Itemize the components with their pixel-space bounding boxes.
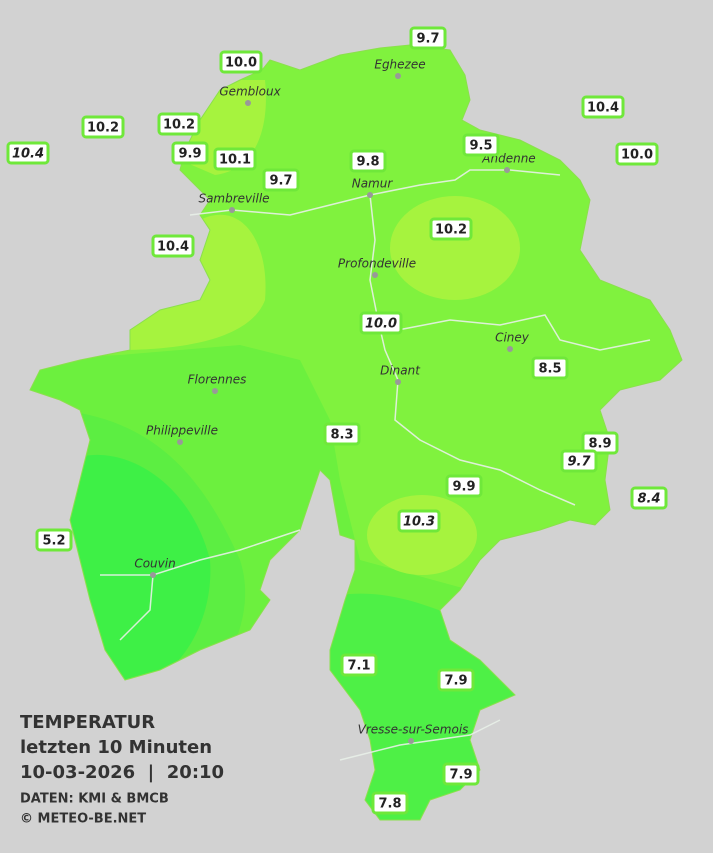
source: DATEN: KMI & BMCB	[20, 792, 169, 807]
town-label: Profondeville	[338, 257, 416, 271]
station-box	[35, 528, 73, 552]
legend-text: TEMPERATUR letzten 10 Minuten 10-03-2026…	[20, 712, 224, 827]
stations: 9.7 10.0 10.4 10.2 10.2 10.4 9.9 10.1 9.8 9.5 10.0…	[6, 26, 668, 815]
town-dot	[395, 73, 401, 79]
town-dot	[507, 346, 513, 352]
station-box	[581, 431, 619, 455]
station-box	[171, 141, 209, 165]
station-value: 10.1	[219, 153, 251, 168]
station-box	[630, 486, 668, 510]
station-value: 9.8	[356, 155, 379, 170]
town-label: Eghezee	[374, 58, 425, 72]
station-value: 8.9	[588, 437, 611, 452]
station-value: 10.2	[87, 121, 119, 136]
station-box	[615, 142, 659, 166]
station-value: 9.9	[452, 480, 475, 495]
town-dot	[372, 272, 378, 278]
station-box	[442, 762, 480, 786]
station-value: 10.0	[621, 148, 653, 163]
station-value: 8.5	[538, 362, 561, 377]
station-value: 10.0	[225, 56, 257, 71]
station-box	[340, 653, 378, 677]
station-box	[359, 311, 403, 335]
station-value: 10.0	[365, 317, 397, 332]
station-value: 9.7	[567, 455, 591, 470]
town-label: Gembloux	[219, 85, 281, 99]
station-box	[219, 50, 263, 74]
station-box	[445, 474, 483, 498]
town-dot	[504, 167, 510, 173]
station-box	[6, 141, 50, 165]
station-value: 8.3	[330, 428, 353, 443]
station-box	[437, 668, 475, 692]
station-box	[560, 449, 598, 473]
town-label: Namur	[352, 177, 394, 191]
station-value: 7.9	[449, 768, 472, 783]
town-dot	[395, 379, 401, 385]
station-box	[151, 234, 195, 258]
station-value: 10.4	[157, 240, 189, 255]
station-box	[349, 149, 387, 173]
station-value: 9.9	[178, 147, 201, 162]
station-value: 10.2	[435, 223, 467, 238]
rivers	[100, 169, 651, 761]
datetime: 10-03-2026 | 20:10	[20, 762, 224, 783]
station-box	[462, 133, 500, 157]
station-box	[429, 217, 473, 241]
town-dot	[408, 738, 414, 744]
station-box	[81, 115, 125, 139]
station-box	[262, 168, 300, 192]
station-value: 10.2	[163, 118, 195, 133]
town-label: Philippeville	[146, 424, 218, 438]
town-label: Ciney	[495, 331, 530, 345]
station-box	[323, 422, 361, 446]
town-dot	[212, 388, 218, 394]
station-value: 5.2	[42, 534, 65, 549]
station-box	[397, 509, 441, 533]
station-value: 7.9	[444, 674, 467, 689]
station-value: 9.7	[269, 174, 292, 189]
town-dot	[150, 572, 156, 578]
station-box	[157, 112, 201, 136]
town-label: Couvin	[134, 557, 175, 571]
station-value: 10.4	[12, 147, 44, 162]
station-value: 7.1	[347, 659, 370, 674]
station-box	[213, 147, 257, 171]
town-dot	[177, 439, 183, 445]
station-value: 9.7	[416, 32, 439, 47]
station-value: 10.4	[587, 101, 619, 116]
town-dot	[245, 100, 251, 106]
town-dot	[367, 192, 373, 198]
copyright: © METEO-BE.NET	[20, 812, 146, 827]
station-value: 9.5	[469, 139, 492, 154]
station-value: 10.3	[403, 515, 435, 530]
subtitle: letzten 10 Minuten	[20, 737, 212, 758]
station-value: 8.4	[637, 492, 660, 507]
station-box	[371, 791, 409, 815]
town-label: Dinant	[380, 364, 421, 378]
station-box	[531, 356, 569, 380]
town-label: Vresse-sur-Semois	[358, 723, 469, 737]
town-dot	[229, 207, 235, 213]
station-value: 7.8	[378, 797, 401, 812]
station-box	[409, 26, 447, 50]
title: TEMPERATUR	[20, 712, 155, 733]
town-label: Florennes	[188, 373, 247, 387]
station-box	[581, 95, 625, 119]
town-label: Sambreville	[198, 192, 269, 206]
